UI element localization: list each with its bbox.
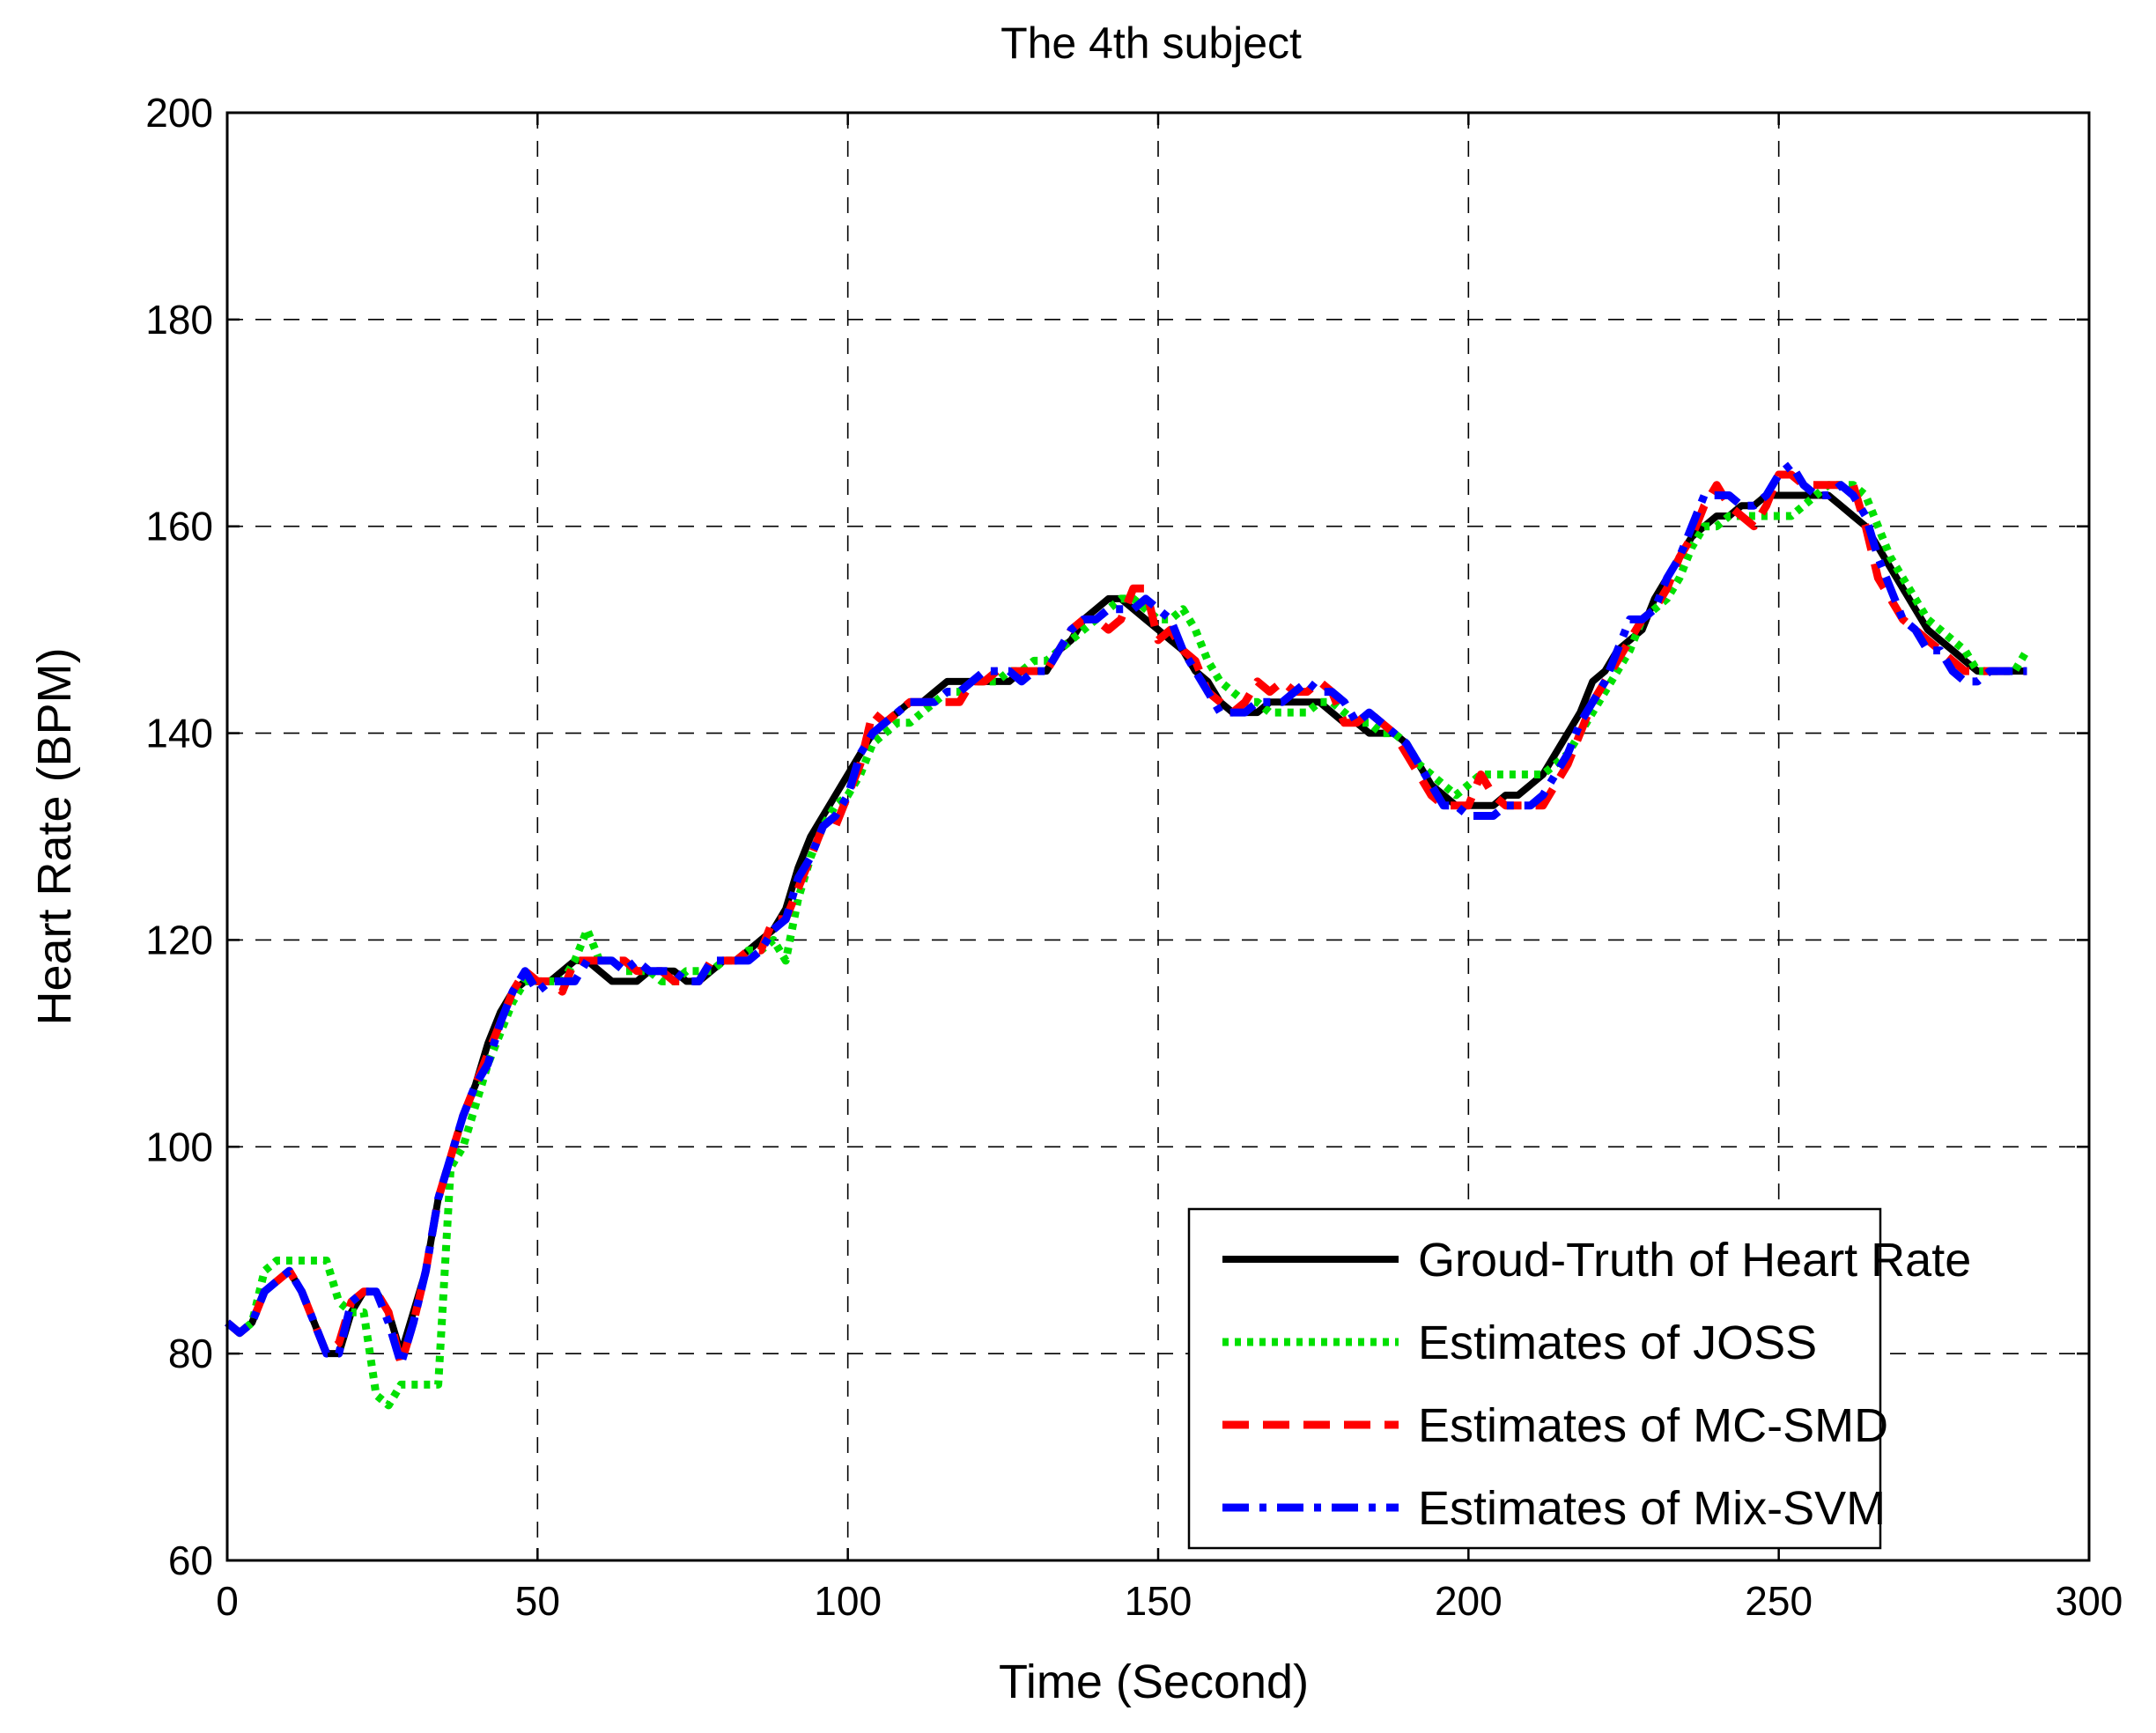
legend-label: Estimates of MC-SMD	[1418, 1399, 1888, 1452]
series-lines	[225, 460, 2031, 1410]
legend: Groud-Truth of Heart Rate Estimates of JO…	[1187, 1207, 1971, 1550]
x-tick-label: 250	[1745, 1578, 1813, 1624]
y-tick-label: 180	[145, 297, 213, 343]
x-axis-label: Time (Second)	[999, 1656, 1309, 1708]
y-tick-label: 120	[145, 917, 213, 962]
legend-box	[1187, 1207, 1882, 1550]
y-axis-label: Heart Rate (BPM)	[28, 647, 81, 1025]
y-tick-label: 100	[145, 1124, 213, 1169]
chart-title: The 4th subject	[1000, 18, 1302, 68]
legend-label: Estimates of Mix-SVM	[1418, 1482, 1886, 1535]
series-line-estimates-of-mix-svm	[225, 460, 2027, 1368]
x-tick-label: 200	[1435, 1578, 1503, 1624]
x-tick-label: 50	[515, 1578, 560, 1624]
x-tick-label: 100	[814, 1578, 882, 1624]
y-tick-label: 80	[168, 1331, 213, 1376]
x-tick-label: 300	[2056, 1578, 2123, 1624]
legend-label: Groud-Truth of Heart Rate	[1418, 1234, 1971, 1287]
y-tick-label: 140	[145, 711, 213, 756]
axis-ticks: 0 50 100 150 200 250 300 60 80 100 120 140 160 180 200	[145, 90, 2123, 1624]
y-tick-label: 200	[145, 90, 213, 136]
legend-label: Estimates of JOSS	[1418, 1316, 1817, 1369]
x-tick-label: 0	[216, 1578, 239, 1624]
x-tick-label: 150	[1125, 1578, 1192, 1624]
y-tick-label: 60	[168, 1538, 213, 1583]
y-tick-label: 160	[145, 504, 213, 549]
